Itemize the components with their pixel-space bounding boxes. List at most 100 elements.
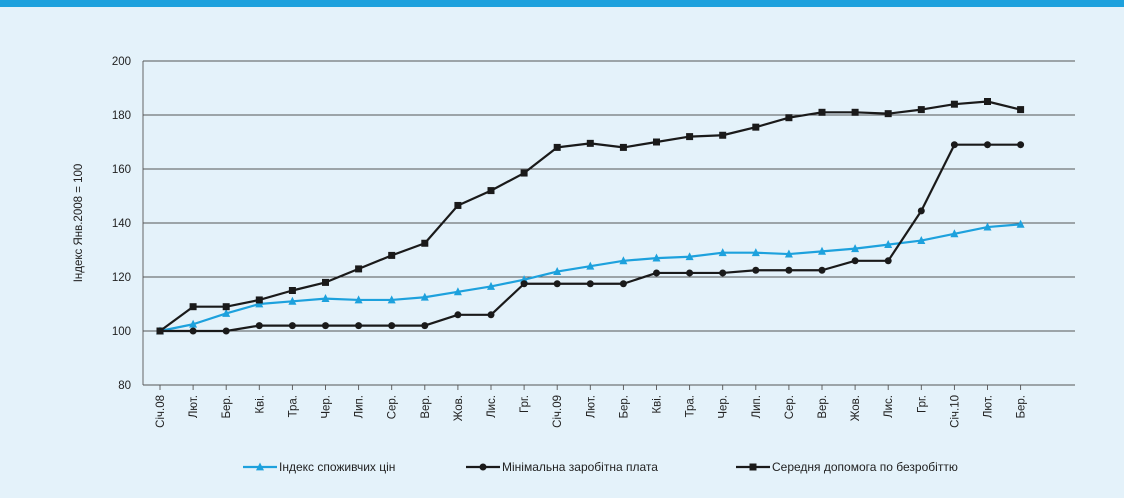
data-point-square [818, 108, 826, 116]
x-tick-label: Грг. [519, 395, 531, 413]
legend-label: Мінімальна заробітна плата [502, 460, 658, 474]
x-tick-label: Чер. [321, 395, 333, 419]
x-tick-label: Жов. [453, 395, 465, 421]
data-point-circle [785, 266, 793, 274]
series-2 [156, 141, 1025, 335]
data-point-triangle [619, 256, 628, 265]
data-point-circle [189, 327, 197, 335]
x-tick-label: Бер. [618, 395, 630, 419]
data-point-triangle [1016, 219, 1025, 228]
data-point-triangle [917, 235, 926, 244]
x-tick-label: Вер. [420, 395, 432, 419]
y-tick-label: 100 [112, 326, 131, 338]
legend: Індекс споживчих цін Мінімальна заробітна… [243, 460, 958, 474]
data-point-square [586, 139, 594, 147]
x-tick-label: Бер. [221, 395, 233, 419]
y-tick-label: 120 [112, 272, 131, 284]
grid [142, 60, 1075, 386]
data-point-circle [586, 280, 594, 288]
data-point-triangle [884, 240, 893, 249]
data-point-triangle [354, 295, 363, 304]
data-point-triangle [288, 296, 297, 305]
data-point-triangle [851, 244, 860, 253]
x-tick-label: Тра. [287, 395, 299, 417]
data-point-square [785, 114, 793, 122]
data-point-square [619, 143, 627, 151]
series-layer [156, 98, 1025, 335]
series-3 [156, 98, 1025, 335]
data-point-circle [653, 269, 660, 277]
data-point-circle [1017, 141, 1025, 149]
data-point-square [1017, 106, 1025, 114]
data-point-circle [619, 280, 627, 288]
data-point-square [884, 110, 892, 118]
data-point-square [222, 303, 230, 311]
data-point-circle [686, 269, 694, 277]
legend-label: Індекс споживчих цін [279, 460, 395, 474]
x-tick-label: Сер. [387, 395, 399, 419]
data-point-circle [454, 311, 462, 319]
series-1 [156, 219, 1025, 335]
series-line [159, 223, 1021, 333]
x-tick-label: Лют. [585, 395, 597, 418]
y-axis-title: Індекс Янв.2008 = 100 [73, 164, 85, 283]
data-point-square [388, 251, 396, 259]
data-point-triangle [420, 292, 429, 301]
data-point-circle [222, 327, 230, 335]
series-line [160, 143, 1021, 333]
x-tick-label: Кві. [652, 395, 664, 414]
data-point-square [752, 123, 760, 131]
data-point-triangle [487, 281, 495, 290]
data-point-circle [719, 269, 727, 277]
x-tick-label: Бер. [1016, 395, 1028, 419]
data-point-circle [288, 322, 296, 330]
legend-marker [749, 463, 757, 471]
x-tick-label: Лис. [486, 395, 498, 418]
y-tick-label: 180 [112, 110, 131, 122]
data-point-square [487, 187, 495, 195]
data-point-triangle [222, 308, 231, 317]
data-point-triangle [387, 295, 396, 304]
data-point-circle [984, 141, 991, 149]
data-point-triangle [553, 267, 562, 276]
y-tick-label: 140 [112, 218, 131, 230]
x-tick-label: Січ.09 [552, 395, 564, 428]
data-point-circle [851, 257, 859, 265]
data-point-triangle [718, 248, 727, 257]
series-line [159, 100, 1021, 332]
y-tick-label: 200 [112, 56, 131, 68]
x-tick-label: Грг. [916, 395, 928, 413]
data-point-triangle [983, 222, 992, 231]
x-tick-label: Січ.08 [155, 395, 167, 428]
data-point-square [686, 133, 694, 141]
data-point-triangle [652, 253, 661, 262]
data-point-square [255, 296, 263, 304]
data-point-square [156, 327, 164, 335]
data-point-triangle [586, 261, 595, 270]
data-point-square [189, 303, 197, 311]
y-tick-label: 80 [118, 380, 131, 392]
x-tick-label: Кві. [254, 395, 266, 414]
data-point-circle [487, 311, 495, 319]
data-point-square [653, 138, 660, 146]
legend-marker [479, 463, 487, 471]
data-point-square [917, 106, 925, 114]
y-axis-ticks: 80 100 120 140 160 180 200 [112, 56, 131, 392]
x-tick-label: Лип. [354, 395, 366, 418]
data-point-triangle [818, 246, 826, 255]
data-point-circle [255, 322, 263, 330]
data-point-circle [818, 266, 826, 274]
data-point-circle [355, 322, 363, 330]
data-point-circle [950, 141, 958, 149]
data-point-circle [884, 257, 892, 265]
data-point-triangle [950, 229, 959, 238]
x-tick-label: Чер. [718, 395, 730, 419]
x-tick-label: Лис. [883, 395, 895, 418]
y-tick-label: 160 [112, 164, 131, 176]
data-point-square [322, 278, 329, 286]
data-point-square [553, 143, 561, 151]
x-tick-label: Січ.10 [949, 395, 961, 428]
data-point-circle [520, 280, 528, 288]
